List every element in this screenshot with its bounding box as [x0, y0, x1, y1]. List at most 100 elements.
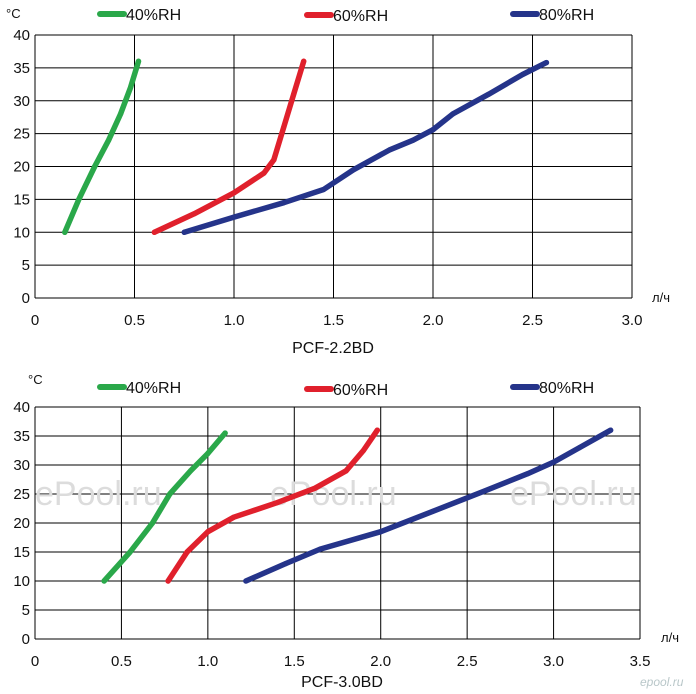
- y-tick-label: 5: [22, 602, 30, 619]
- chart1-y-unit: °C: [6, 6, 21, 21]
- data-point: [127, 549, 133, 555]
- data-point: [261, 170, 267, 176]
- chart2-legend: 40%RH 60%RH 80%RH: [97, 380, 594, 399]
- x-tick-label: 3.0: [543, 653, 564, 670]
- data-point: [117, 111, 124, 117]
- data-point: [312, 485, 318, 491]
- data-point: [317, 546, 323, 552]
- data-point: [167, 491, 173, 497]
- data-point: [481, 488, 488, 494]
- data-point: [550, 459, 557, 465]
- series-line-80pct-rh: [181, 59, 550, 236]
- data-point: [191, 211, 197, 217]
- y-tick-label: 20: [13, 515, 30, 532]
- x-tick-label: 1.0: [197, 653, 218, 670]
- x-tick-label: 0: [31, 653, 39, 670]
- y-tick-label: 5: [22, 257, 30, 274]
- y-tick-label: 10: [13, 224, 30, 241]
- data-point: [410, 137, 416, 143]
- data-point: [149, 520, 156, 526]
- x-tick-label: 0.5: [111, 653, 132, 670]
- chart2-x-unit: л/ч: [661, 630, 679, 645]
- data-point: [350, 167, 356, 173]
- data-point: [205, 529, 211, 535]
- data-point: [360, 447, 367, 454]
- data-point: [519, 71, 526, 78]
- data-point: [184, 549, 190, 555]
- y-tick-label: 35: [13, 60, 30, 77]
- chart1-legend: 40%RH 60%RH 80%RH: [97, 7, 594, 25]
- y-tick-label: 10: [13, 573, 30, 590]
- data-point: [378, 529, 384, 535]
- x-tick-label: 0.5: [124, 312, 145, 329]
- epool-logo: epool.ru: [640, 675, 684, 689]
- data-point: [231, 514, 237, 520]
- y-tick-label: 0: [22, 290, 30, 307]
- data-point: [291, 91, 297, 97]
- data-point: [231, 190, 237, 196]
- watermark-text: ePool.ru: [270, 475, 397, 513]
- data-point: [92, 163, 98, 170]
- data-point: [374, 427, 380, 433]
- data-point: [274, 500, 280, 506]
- series-line-60pct-rh: [151, 58, 307, 236]
- data-point: [281, 200, 287, 206]
- legend2-40-label: 40%RH: [126, 380, 181, 397]
- x-tick-label: 0: [31, 312, 39, 329]
- watermark-text: ePool.ru: [35, 475, 162, 513]
- data-point: [608, 427, 614, 433]
- data-point: [525, 471, 531, 477]
- legend1-60-label: 60%RH: [333, 8, 388, 25]
- data-point: [222, 430, 228, 436]
- y-tick-label: 25: [13, 126, 30, 143]
- legend1-80-label: 80%RH: [539, 7, 594, 24]
- legend1-40-label: 40%RH: [126, 7, 181, 24]
- chart1-ticks: 0 5 10 15 20 25 30 35 40 0 0.5 1.0 1.5 2.0 2.5 3.0: [13, 27, 642, 329]
- data-point: [450, 111, 456, 117]
- chart2-watermarks: ePool.ru ePool.ru ePool.ru: [35, 475, 637, 513]
- data-point: [205, 450, 211, 456]
- chart2-ticks: 0 5 10 15 20 25 30 35 40 0 0.5 1.0 1.5 2.0 2.5 3.0 3.5: [13, 399, 650, 670]
- y-tick-label: 15: [13, 544, 30, 561]
- data-point: [127, 85, 134, 91]
- data-point: [165, 578, 171, 584]
- data-point: [151, 229, 157, 235]
- data-point: [429, 508, 436, 514]
- data-point: [62, 229, 68, 235]
- watermark-text: ePool.ru: [510, 475, 637, 513]
- data-point: [231, 214, 237, 220]
- data-point: [271, 157, 277, 163]
- x-tick-label: 2.0: [423, 312, 444, 329]
- legend2-80-label: 80%RH: [539, 380, 594, 397]
- data-point: [76, 196, 82, 202]
- chart2-title: PCF-3.0BD: [301, 674, 383, 691]
- legend2-60-label: 60%RH: [333, 382, 388, 399]
- chart2-grid: [34, 406, 641, 640]
- data-point: [101, 578, 107, 584]
- x-tick-label: 2.5: [522, 312, 543, 329]
- y-tick-label: 35: [13, 428, 30, 445]
- chart1-title: PCF-2.2BD: [292, 340, 374, 357]
- data-point: [243, 578, 249, 584]
- data-point: [576, 445, 583, 451]
- y-tick-label: 30: [13, 93, 30, 110]
- chart-pcf-3-0bd: ePool.ru ePool.ru ePool.ru 0 5 10 15 20 25 30 35 4…: [13, 372, 679, 691]
- data-point: [343, 468, 349, 474]
- chart2-y-unit: °C: [28, 372, 43, 387]
- chart1-series: [62, 58, 550, 236]
- data-point: [320, 186, 327, 193]
- data-point: [430, 127, 436, 133]
- y-tick-label: 0: [22, 631, 30, 648]
- y-tick-label: 15: [13, 191, 30, 208]
- data-point: [543, 60, 550, 66]
- series-line-40pct-rh: [62, 58, 142, 236]
- y-tick-label: 40: [13, 27, 30, 44]
- data-point: [135, 58, 142, 64]
- x-tick-label: 1.5: [284, 653, 305, 670]
- series-line-80pct-rh: [243, 427, 614, 584]
- y-tick-label: 30: [13, 457, 30, 474]
- chart2-series: [101, 427, 614, 584]
- data-point: [486, 91, 492, 97]
- data-point: [386, 147, 392, 153]
